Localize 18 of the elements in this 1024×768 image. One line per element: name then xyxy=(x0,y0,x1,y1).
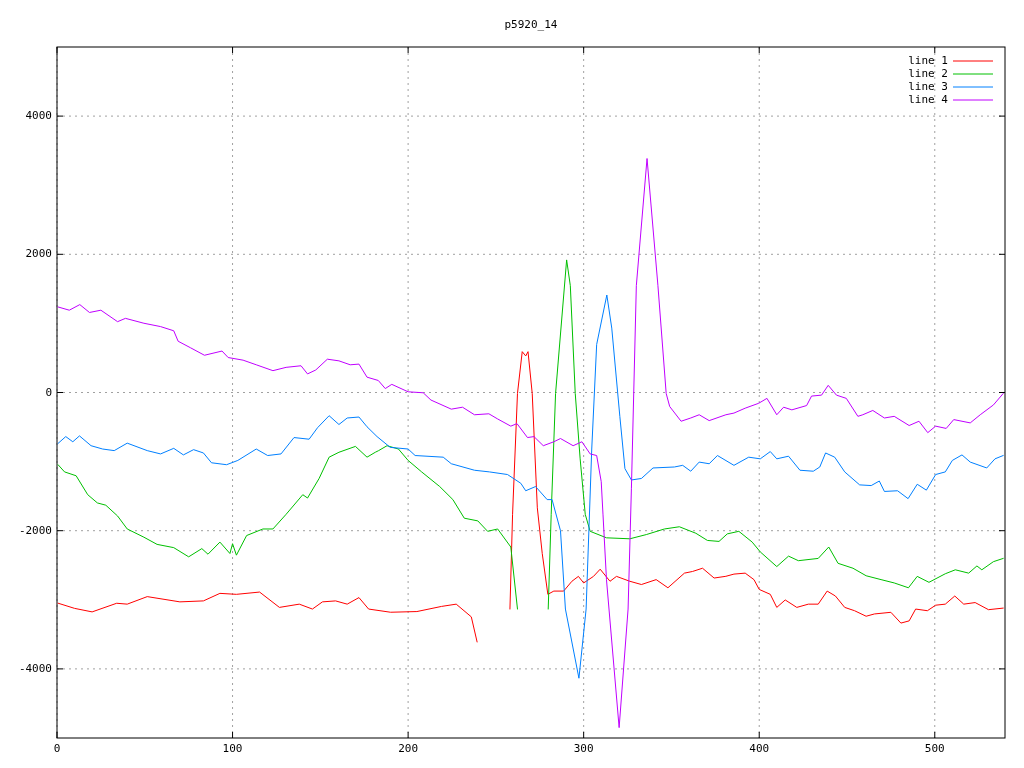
legend-label: line 2 xyxy=(908,67,948,80)
y-tick-label: 4000 xyxy=(25,109,52,123)
chart-title: p5920_14 xyxy=(504,18,558,31)
x-tick-label: 500 xyxy=(924,742,945,755)
legend-label: line 4 xyxy=(908,93,949,106)
line-series xyxy=(57,294,1004,679)
legend-label: line 3 xyxy=(908,80,948,93)
x-tick-label: 100 xyxy=(222,742,243,755)
line-series xyxy=(57,158,1004,729)
x-tick-label: 200 xyxy=(398,742,419,755)
y-tick-label: -2000 xyxy=(18,523,52,537)
y-tick-label: 2000 xyxy=(25,247,52,261)
y-tick-label: 0 xyxy=(45,385,52,399)
legend-label: line 1 xyxy=(908,54,948,67)
x-tick-label: 300 xyxy=(573,742,594,755)
x-tick-label: 0 xyxy=(53,742,61,755)
y-tick-label: -4000 xyxy=(18,661,52,675)
x-tick-label: 400 xyxy=(749,742,770,755)
